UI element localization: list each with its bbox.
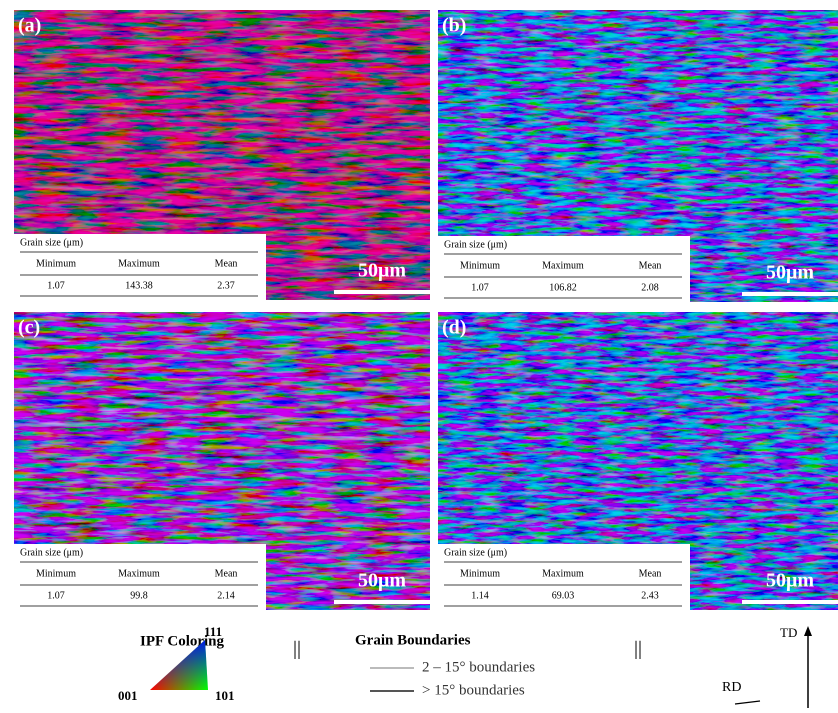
panel-label: (d) [442, 317, 466, 339]
table-header: Mean [639, 568, 662, 579]
table-cell: 1.07 [47, 280, 65, 291]
table-cell: 143.38 [125, 280, 153, 291]
separator: || [634, 638, 642, 660]
table-cell: 1.14 [471, 590, 489, 601]
scale-bar [742, 600, 838, 604]
table-header: Minimum [460, 260, 500, 271]
panel-label: (c) [18, 317, 40, 339]
table-header: Mean [215, 258, 238, 269]
table-cell: 2.08 [641, 282, 659, 293]
panel-label: (a) [18, 15, 41, 37]
scale-bar-label: 50μm [766, 570, 814, 592]
ebsd-panel: (a) Grain size (μm) Minimum Maximum Mean 1.07… [14, 10, 430, 300]
table-cell: 69.03 [552, 590, 575, 601]
ebsd-panel: (b) Grain size (μm) Minimum Maximum Mean 1.07… [438, 10, 838, 302]
td-label: TD [780, 625, 797, 640]
table-header: Maximum [542, 568, 584, 579]
rd-arrow [735, 701, 760, 704]
td-arrowhead [804, 626, 812, 636]
table-header: Maximum [542, 260, 584, 271]
table-cell: 2.43 [641, 590, 659, 601]
panel-label: (b) [442, 15, 466, 37]
table-cell: 2.37 [217, 280, 235, 291]
high-angle-label: > 15° boundaries [422, 682, 525, 698]
table-cell: 99.8 [130, 590, 148, 601]
ebsd-panel: (c) Grain size (μm) Minimum Maximum Mean 1.07… [14, 312, 430, 610]
table-header: Mean [639, 260, 662, 271]
scale-bar [742, 292, 838, 296]
table-title: Grain size (μm) [444, 239, 507, 250]
scale-bar-label: 50μm [766, 262, 814, 284]
table-header: Maximum [118, 258, 160, 269]
scale-bar-label: 50μm [358, 570, 406, 592]
rd-label: RD [722, 680, 741, 695]
table-header: Minimum [460, 568, 500, 579]
table-title: Grain size (μm) [20, 237, 83, 248]
figure: (a) Grain size (μm) Minimum Maximum Mean 1.07… [0, 0, 838, 708]
table-cell: 2.14 [217, 590, 235, 601]
table-cell: 1.07 [471, 282, 489, 293]
ebsd-panel: (d) Grain size (μm) Minimum Maximum Mean 1.14… [438, 312, 838, 610]
scale-bar [334, 600, 430, 604]
scale-bar-label: 50μm [358, 260, 406, 282]
ipf-111: 111 [204, 624, 222, 639]
boundaries-title: Grain Boundaries [355, 632, 471, 648]
table-title: Grain size (μm) [444, 547, 507, 558]
table-cell: 1.07 [47, 590, 65, 601]
scale-bar [334, 290, 430, 294]
ipf-001: 001 [118, 688, 138, 703]
ipf-101: 101 [215, 688, 235, 703]
separator: || [293, 638, 301, 660]
table-header: Mean [215, 568, 238, 579]
table-header: Minimum [36, 258, 76, 269]
table-header: Maximum [118, 568, 160, 579]
table-title: Grain size (μm) [20, 547, 83, 558]
table-header: Minimum [36, 568, 76, 579]
low-angle-label: 2 – 15° boundaries [422, 659, 535, 675]
table-cell: 106.82 [549, 282, 577, 293]
